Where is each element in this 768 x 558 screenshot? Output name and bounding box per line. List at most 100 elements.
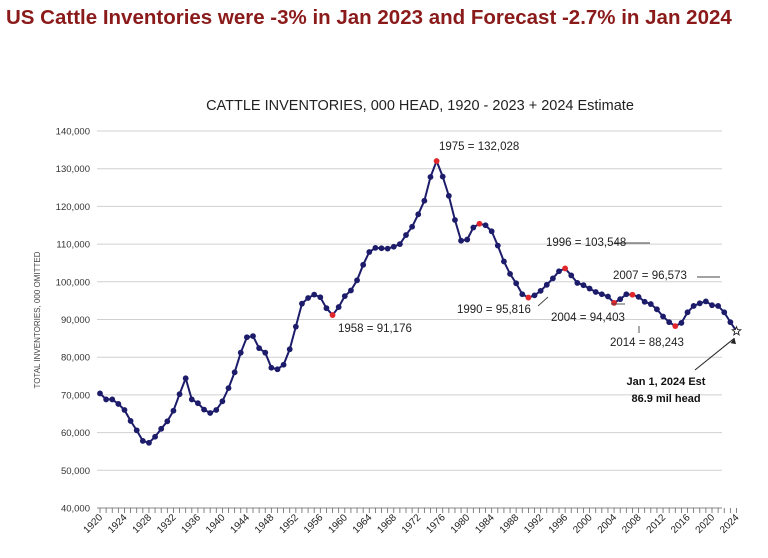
data-point (635, 293, 642, 300)
data-point (146, 439, 152, 446)
data-point (323, 305, 330, 312)
data-point (115, 401, 122, 407)
data-point (188, 396, 195, 403)
y-tick-label: 70,000 (61, 390, 90, 401)
data-point (243, 334, 250, 341)
data-point (598, 291, 605, 298)
y-tick-label: 100,000 (56, 277, 90, 288)
data-point (439, 173, 446, 180)
data-point (384, 245, 391, 252)
x-tick-label: 1924 (106, 512, 130, 536)
data-point (525, 294, 532, 301)
y-axis-label: TOTAL INVENTORIES, 000 OMITTED (33, 251, 42, 388)
data-point (427, 174, 434, 180)
data-point (274, 366, 281, 373)
x-tick-label: 1940 (204, 512, 228, 536)
data-point (476, 220, 483, 227)
y-tick-label: 140,000 (56, 127, 90, 138)
data-point (464, 236, 471, 243)
data-point (654, 306, 660, 313)
data-point (421, 197, 428, 204)
x-tick-label: 2016 (669, 512, 693, 536)
gridlines (97, 130, 737, 513)
data-point (280, 361, 287, 368)
data-point (170, 407, 177, 414)
data-point (494, 242, 501, 249)
y-tick-label: 50,000 (61, 466, 90, 477)
x-tick-label: 1996 (547, 512, 571, 536)
highlight-label-2007: 2007 = 96,573 (613, 270, 687, 282)
data-point (292, 323, 299, 330)
data-point (647, 301, 654, 307)
y-tick-label: 80,000 (61, 353, 90, 364)
x-tick-label: 1948 (253, 512, 277, 536)
x-tick-label: 1976 (424, 512, 448, 536)
data-point (201, 406, 207, 413)
data-point (709, 302, 715, 309)
data-point (543, 281, 550, 288)
y-tick-label: 130,000 (56, 164, 90, 175)
data-point (501, 258, 507, 265)
highlight-label-1958: 1958 = 91,176 (338, 323, 412, 335)
data-point (672, 323, 679, 330)
data-point (458, 237, 464, 244)
y-tick-label: 40,000 (61, 504, 90, 515)
data-point (666, 319, 673, 326)
data-point (329, 312, 336, 318)
data-point (409, 223, 416, 230)
data-point (684, 309, 691, 316)
data-point (611, 300, 617, 306)
data-point (152, 433, 158, 440)
data-point (268, 364, 275, 371)
data-point (305, 295, 311, 301)
data-point (660, 313, 666, 320)
page-headline: US Cattle Inventories were -3% in Jan 20… (6, 6, 732, 29)
data-point (715, 303, 722, 309)
data-point (231, 369, 238, 376)
highlight-label-1990: 1990 = 95,816 (457, 304, 531, 316)
data-point (678, 319, 685, 326)
x-tick-labels: 1920 1924 1928 1932 1936 1940 1944 1948 1952 1956… (82, 512, 742, 536)
x-tick-label: 1960 (326, 512, 350, 536)
data-point (452, 217, 458, 223)
data-point (225, 385, 232, 392)
x-tick-label: 1956 (302, 512, 326, 536)
data-point (623, 291, 630, 298)
data-point (139, 437, 146, 444)
data-point (415, 211, 422, 218)
data-point (702, 298, 709, 305)
chart-title: CATTLE INVENTORIES, 000 HEAD, 1920 - 202… (206, 98, 634, 114)
data-point (568, 272, 575, 279)
data-point (317, 294, 324, 301)
data-point (445, 192, 452, 199)
data-point (262, 349, 269, 356)
x-tick-label: 1968 (375, 512, 399, 536)
data-point (158, 425, 165, 432)
data-point (396, 241, 403, 248)
estimate-label-line1: Jan 1, 2024 Est (627, 376, 706, 388)
data-point (213, 407, 220, 413)
data-point (641, 298, 648, 305)
data-point (629, 291, 636, 298)
data-point (586, 285, 593, 292)
data-point (390, 243, 397, 250)
data-point (250, 333, 256, 339)
data-point (256, 345, 263, 352)
data-point (103, 396, 110, 403)
x-tick-label: 1988 (498, 512, 522, 536)
label-leader-line (537, 296, 549, 307)
y-tick-label: 120,000 (56, 202, 90, 213)
data-point (556, 268, 562, 275)
y-tick-label: 60,000 (61, 428, 90, 439)
x-tick-label: 1952 (277, 512, 301, 536)
highlight-label-1975: 1975 = 132,028 (439, 141, 519, 153)
data-point (286, 346, 293, 353)
highlight-label-2014: 2014 = 88,243 (610, 337, 684, 349)
data-point (164, 418, 171, 425)
data-point (372, 244, 379, 251)
x-tick-label: 1972 (400, 512, 424, 536)
x-tick-label: 2020 (694, 512, 718, 536)
data-point (219, 398, 226, 405)
